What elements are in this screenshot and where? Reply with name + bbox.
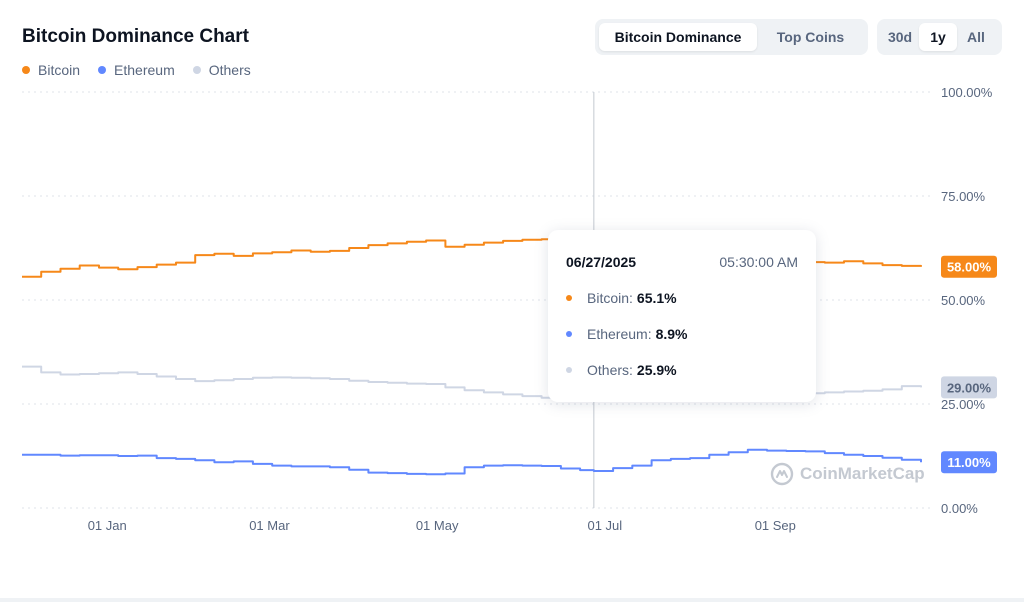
y-tick-label: 100.00% — [941, 85, 993, 100]
tooltip-label-bitcoin: Bitcoin: — [587, 290, 633, 306]
legend-dot-ethereum — [98, 66, 107, 74]
tooltip-header: 06/27/2025 05:30:00 AM — [566, 254, 798, 270]
tab-top-coins[interactable]: Top Coins — [776, 29, 845, 45]
chart-tooltip: 06/27/2025 05:30:00 AM Bitcoin: 65.1% Et… — [548, 230, 816, 402]
tooltip-dot-others — [566, 367, 572, 373]
tooltip-dot-bitcoin — [566, 295, 572, 301]
last-value-badge-others — [941, 376, 997, 399]
tooltip-row-bitcoin: Bitcoin: 65.1% — [566, 290, 798, 306]
tooltip-date: 06/27/2025 — [566, 254, 637, 270]
tooltip-dot-ethereum — [566, 331, 572, 337]
tooltip-value-bitcoin: 65.1% — [636, 290, 677, 306]
view-toggle: Bitcoin Dominance Top Coins — [595, 19, 868, 55]
y-tick-label: 50.00% — [941, 293, 986, 308]
y-tick-label: 75.00% — [941, 189, 986, 204]
range-toggle: 30d 1y All — [877, 19, 1002, 55]
x-tick-label: 01 Sep — [755, 518, 796, 533]
legend-dot-others — [192, 66, 201, 74]
tooltip-value-others: 25.9% — [636, 362, 677, 378]
last-value-label-bitcoin: 58.00% — [947, 260, 992, 275]
legend-label-bitcoin: Bitcoin — [38, 62, 81, 78]
tooltip-label-others: Others: — [587, 362, 633, 378]
chart-legend: Bitcoin Ethereum Others — [22, 62, 251, 78]
tooltip-value-ethereum: 8.9% — [655, 326, 688, 342]
tooltip-row-ethereum: Ethereum: 8.9% — [566, 326, 798, 342]
legend-label-ethereum: Ethereum — [114, 62, 175, 78]
last-value-label-ethereum: 11.00% — [947, 455, 991, 470]
bottom-divider — [0, 598, 1024, 602]
y-tick-label: 25.00% — [941, 397, 986, 412]
tab-bitcoin-dominance[interactable]: Bitcoin Dominance — [599, 23, 757, 51]
watermark: CoinMarketCap — [770, 462, 925, 486]
x-tick-label: 01 Jul — [587, 518, 622, 533]
watermark-text: CoinMarketCap — [800, 464, 925, 483]
y-tick-label: 0.00% — [941, 501, 978, 516]
x-tick-label: 01 Mar — [249, 518, 290, 533]
range-1y-button[interactable]: 1y — [919, 23, 957, 51]
tooltip-time: 05:30:00 AM — [719, 254, 798, 270]
legend-label-others: Others — [208, 62, 251, 78]
legend-item-others[interactable]: Others — [192, 62, 251, 78]
series-line-ethereum — [22, 448, 922, 476]
coinmarketcap-logo-icon — [770, 462, 794, 486]
range-all-button[interactable]: All — [967, 29, 985, 45]
tooltip-label-ethereum: Ethereum: — [587, 326, 652, 342]
tooltip-row-others: Others: 25.9% — [566, 362, 798, 378]
range-30d-button[interactable]: 30d — [887, 29, 913, 45]
last-value-badge-ethereum — [941, 451, 997, 474]
legend-dot-bitcoin — [22, 66, 30, 74]
chart-title: Bitcoin Dominance Chart — [22, 26, 249, 47]
last-value-badge-bitcoin — [941, 255, 997, 278]
x-tick-label: 01 May — [416, 518, 459, 533]
x-tick-label: 01 Jan — [88, 518, 127, 533]
legend-item-ethereum[interactable]: Ethereum — [98, 62, 175, 78]
last-value-label-others: 29.00% — [947, 380, 992, 395]
legend-item-bitcoin[interactable]: Bitcoin — [22, 62, 80, 78]
